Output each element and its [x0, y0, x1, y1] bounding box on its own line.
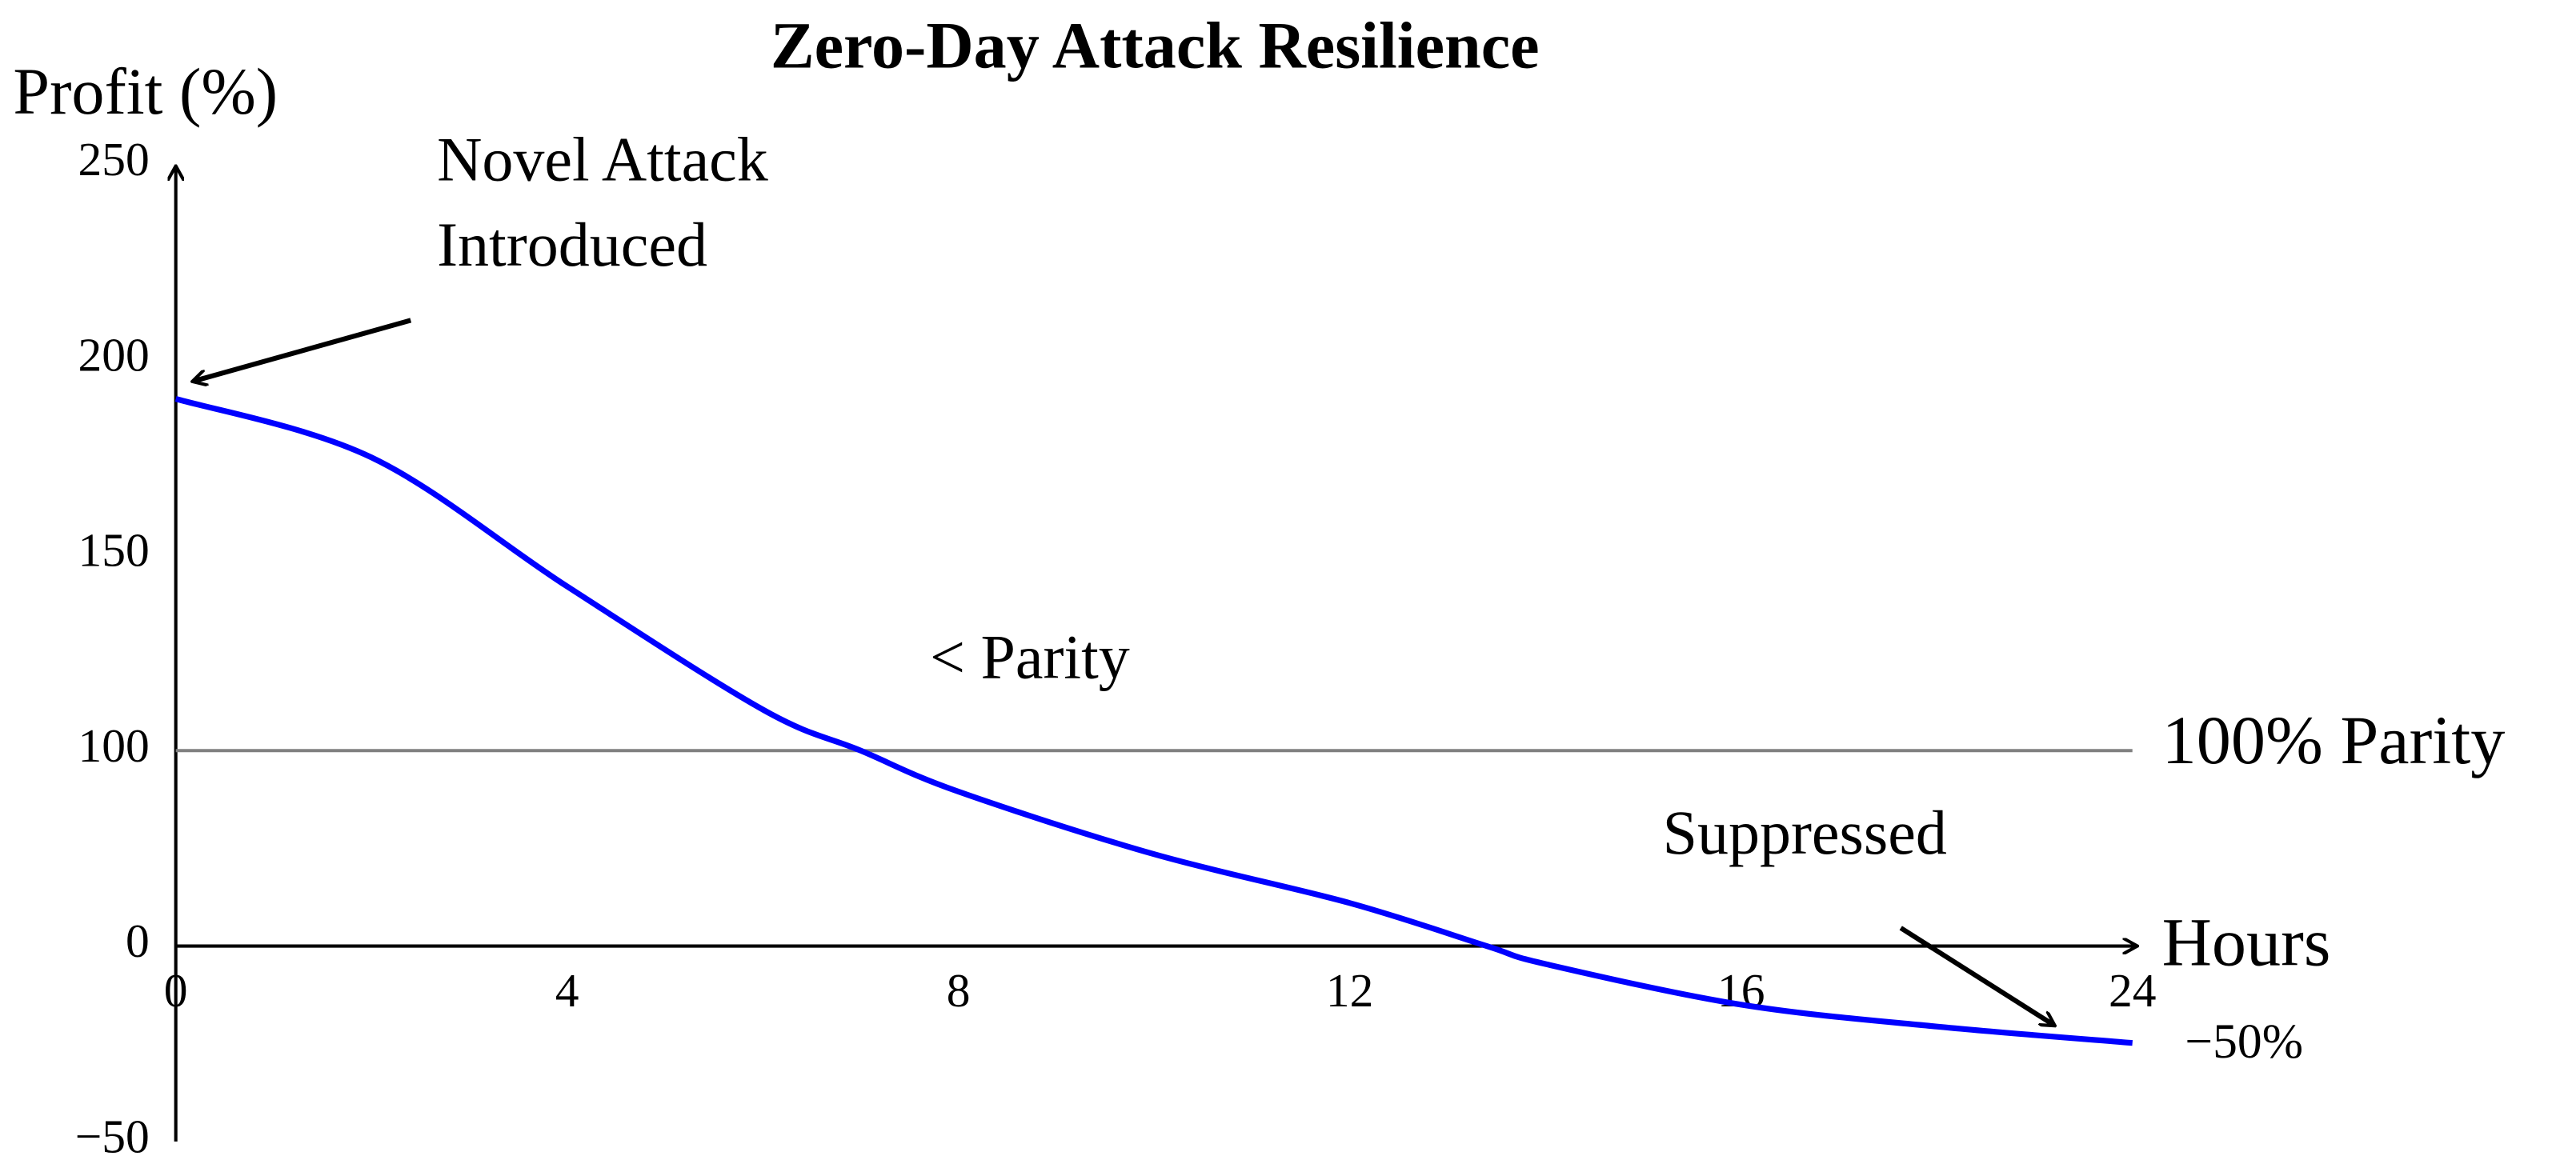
annotation: Novel Attack	[437, 124, 768, 194]
annotation: < Parity	[930, 622, 1130, 691]
annotation: Suppressed	[1663, 798, 1947, 867]
annotation: Introduced	[437, 210, 707, 279]
chart-title: Zero-Day Attack Resilience	[771, 10, 1540, 82]
y-tick-label: 0	[126, 914, 150, 967]
x-tick-label: 4	[555, 964, 579, 1017]
x-axis-label: Hours	[2162, 903, 2331, 980]
annotation-arrow	[1899, 926, 2053, 1025]
y-tick-label: 200	[78, 328, 150, 381]
x-tick-label: 0	[164, 964, 188, 1017]
y-tick-label: −50	[75, 1110, 150, 1162]
y-tick-label: 150	[78, 524, 150, 577]
data-line	[174, 396, 2133, 1046]
x-tick-label: 24	[2109, 964, 2157, 1017]
y-tick-label: 100	[78, 719, 150, 772]
y-tick-label: 250	[78, 133, 150, 186]
x-tick-label: 12	[1326, 964, 1374, 1017]
reference-label: 100% Parity	[2162, 702, 2506, 778]
annotation-arrow	[194, 318, 412, 381]
annotation: −50%	[2185, 1014, 2303, 1069]
y-axis-label: Profit (%)	[13, 55, 278, 128]
x-tick-label: 8	[947, 964, 971, 1017]
